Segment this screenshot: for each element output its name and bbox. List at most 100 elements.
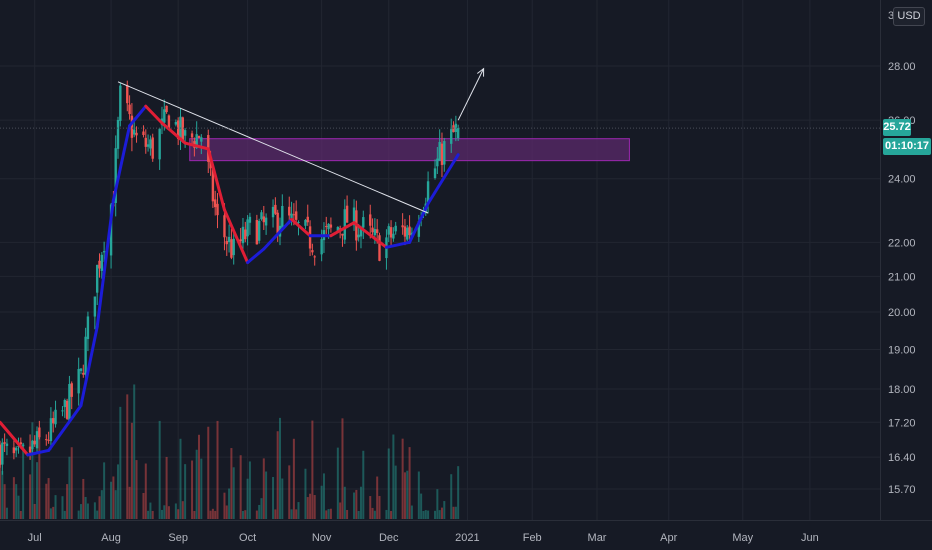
volume-bar bbox=[36, 462, 39, 519]
candle-body bbox=[144, 137, 147, 147]
volume-bar bbox=[394, 465, 397, 519]
volume-bars bbox=[0, 384, 460, 519]
volume-bar bbox=[410, 505, 413, 519]
candle-body bbox=[357, 234, 360, 238]
candle-body bbox=[0, 444, 2, 465]
volume-bar bbox=[93, 502, 96, 519]
volume-bar bbox=[232, 467, 235, 519]
moving-average-segment bbox=[206, 147, 226, 212]
volume-bar bbox=[353, 492, 356, 519]
candle-body bbox=[313, 256, 316, 258]
candle-body bbox=[294, 211, 298, 220]
volume-bar bbox=[133, 384, 136, 519]
candle-body bbox=[436, 158, 439, 167]
candle-body bbox=[292, 214, 296, 216]
candle-body bbox=[320, 239, 323, 255]
volume-bar bbox=[47, 478, 50, 519]
moving-average-segment bbox=[384, 240, 412, 249]
candle-body bbox=[149, 139, 152, 149]
candle-body bbox=[209, 159, 212, 169]
candle-body bbox=[174, 121, 178, 125]
trendline bbox=[117, 81, 429, 214]
volume-bar bbox=[276, 431, 279, 519]
volume-bar bbox=[260, 498, 263, 519]
candle-body bbox=[84, 336, 87, 375]
candle-body bbox=[3, 442, 6, 444]
volume-bar bbox=[191, 460, 194, 519]
volume-bar bbox=[309, 493, 312, 519]
moving-average-segment bbox=[262, 217, 294, 251]
candle-body bbox=[128, 104, 131, 115]
x-tick-label: May bbox=[732, 532, 753, 544]
volume-bar bbox=[193, 510, 196, 519]
candle-body bbox=[68, 384, 71, 422]
volume-bar bbox=[343, 486, 346, 519]
volume-bar bbox=[79, 504, 82, 519]
candle-body bbox=[244, 229, 247, 240]
candle-body bbox=[98, 260, 101, 269]
volume-bar bbox=[17, 495, 20, 519]
volume-bar bbox=[54, 495, 57, 519]
volume-bar bbox=[457, 466, 460, 519]
candle-body bbox=[239, 239, 242, 242]
volume-bar bbox=[376, 476, 379, 519]
volume-bar bbox=[258, 504, 261, 519]
candle-body bbox=[308, 226, 312, 249]
volume-bar bbox=[311, 420, 314, 519]
candle-body bbox=[114, 148, 117, 203]
volume-bar bbox=[184, 464, 187, 519]
candle-body bbox=[190, 133, 194, 138]
volume-bar bbox=[200, 458, 203, 519]
volume-bar bbox=[112, 476, 115, 519]
candle-body bbox=[33, 440, 36, 445]
candle-body bbox=[214, 199, 217, 208]
moving-average-line bbox=[0, 104, 460, 457]
candle-body bbox=[102, 251, 106, 253]
candle-body bbox=[158, 128, 161, 160]
candle-body bbox=[452, 125, 455, 133]
volume-bar bbox=[341, 418, 344, 519]
volume-bar bbox=[373, 510, 376, 519]
y-tick-label: 21.00 bbox=[888, 271, 916, 283]
moving-average-segment bbox=[183, 141, 210, 151]
candle-body bbox=[225, 240, 228, 245]
candle-body bbox=[165, 105, 168, 113]
candle-body bbox=[406, 227, 409, 240]
volume-bar bbox=[322, 473, 325, 519]
x-axis[interactable]: Jul Aug Sep Oct Nov Dec 2021 Feb Mar Apr May Jun bbox=[28, 532, 819, 544]
volume-bar bbox=[228, 488, 231, 519]
x-tick-label: Jun bbox=[801, 532, 819, 544]
candle-body bbox=[61, 410, 64, 412]
currency-button[interactable]: USD bbox=[893, 7, 925, 26]
volume-bar bbox=[98, 496, 101, 519]
volume-bar bbox=[144, 463, 147, 519]
volume-bar bbox=[103, 462, 106, 519]
projection-arrow-shaft bbox=[457, 68, 485, 121]
volume-bar bbox=[82, 478, 85, 519]
volume-bar bbox=[362, 450, 365, 519]
candle-body bbox=[264, 217, 268, 226]
candle-body bbox=[130, 115, 134, 138]
volume-bar bbox=[255, 510, 258, 519]
volume-bar bbox=[320, 485, 323, 519]
volume-bar bbox=[378, 495, 381, 519]
moving-average-segment bbox=[111, 124, 132, 202]
volume-bar bbox=[440, 507, 443, 519]
volume-bar bbox=[225, 505, 228, 519]
last-price-label: 25.72 bbox=[883, 119, 911, 137]
volume-bar bbox=[274, 509, 277, 519]
volume-bar bbox=[385, 509, 388, 519]
candle-body bbox=[63, 400, 66, 408]
volume-bar bbox=[417, 471, 420, 519]
volume-bar bbox=[142, 492, 145, 519]
volume-bar bbox=[151, 510, 154, 519]
candle-body bbox=[394, 225, 397, 232]
candle-body bbox=[311, 250, 314, 253]
candle-body bbox=[31, 440, 34, 450]
volume-bar bbox=[214, 510, 217, 519]
candle-body bbox=[440, 143, 444, 165]
volume-bar bbox=[454, 506, 457, 519]
